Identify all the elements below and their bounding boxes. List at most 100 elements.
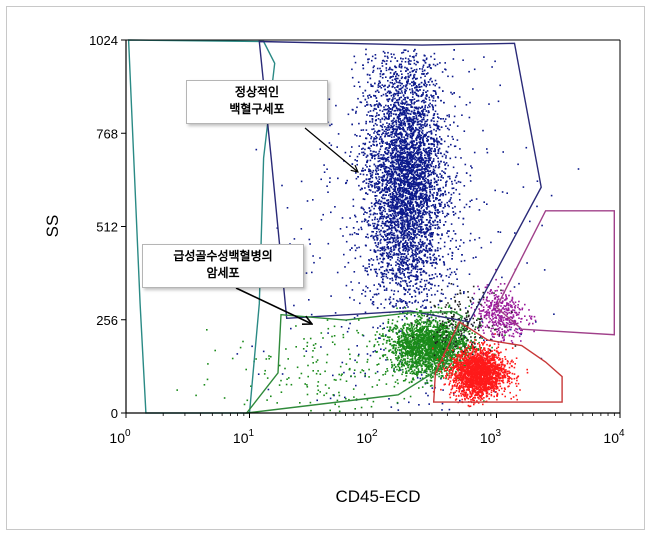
event-dot — [381, 197, 384, 200]
event-dot — [420, 201, 422, 204]
event-dot — [357, 228, 360, 231]
event-dot — [410, 218, 412, 220]
event-dot — [454, 176, 457, 179]
event-dot — [401, 65, 403, 68]
event-dot — [451, 135, 454, 138]
event-dot — [427, 81, 430, 83]
event-dot — [379, 124, 382, 127]
event-dot — [404, 91, 406, 93]
event-dot — [408, 169, 410, 171]
event-dot — [371, 153, 373, 155]
event-dot — [418, 111, 421, 114]
event-dot — [408, 112, 410, 115]
event-dot — [379, 142, 381, 145]
event-dot — [398, 63, 401, 66]
event-dot — [436, 175, 438, 177]
event-dot — [419, 281, 422, 283]
event-dot — [383, 165, 385, 168]
event-dot — [388, 135, 391, 137]
event-dot — [392, 238, 395, 241]
event-dot — [433, 139, 436, 141]
event-dot — [422, 212, 424, 214]
event-dot — [393, 161, 396, 164]
event-dot — [403, 118, 406, 120]
event-dot — [418, 250, 421, 253]
event-dot — [402, 218, 404, 220]
event-dot — [378, 138, 381, 140]
event-dot — [378, 157, 381, 160]
event-dot — [397, 160, 399, 163]
event-dot — [388, 262, 390, 265]
event-dot — [405, 180, 408, 183]
event-dot — [390, 94, 393, 97]
event-dot — [361, 169, 364, 172]
event-dot — [388, 221, 391, 223]
event-dot — [399, 126, 401, 129]
event-dot — [414, 191, 417, 194]
event-dot — [429, 232, 431, 235]
event-dot — [447, 75, 449, 78]
event-dot — [430, 173, 432, 176]
event-dot — [430, 132, 433, 134]
event-dot — [400, 262, 403, 265]
event-dot — [426, 90, 429, 92]
event-dot — [396, 224, 398, 226]
event-dot — [396, 235, 399, 238]
event-dot — [389, 81, 392, 84]
event-dot — [447, 213, 450, 215]
event-dot — [392, 237, 395, 239]
event-dot — [387, 100, 389, 103]
event-dot — [432, 224, 434, 227]
event-dot — [434, 219, 436, 222]
event-dot — [420, 274, 422, 276]
event-dot — [361, 220, 363, 223]
event-dot — [423, 162, 426, 165]
event-dot — [393, 102, 396, 104]
event-dot — [358, 246, 360, 249]
event-dot — [393, 53, 395, 56]
event-dot — [398, 81, 400, 84]
event-dot — [434, 154, 437, 156]
event-dot — [356, 155, 359, 158]
event-dot — [418, 198, 420, 201]
event-dot — [406, 150, 409, 153]
event-dot — [364, 143, 366, 146]
event-dot — [423, 209, 425, 211]
event-dot — [421, 152, 423, 155]
event-dot — [413, 166, 416, 168]
event-dot — [385, 221, 387, 223]
event-dot — [404, 97, 407, 99]
event-dot — [415, 93, 418, 96]
event-dot — [411, 77, 414, 80]
event-dot — [359, 135, 361, 137]
event-dot — [408, 301, 411, 303]
event-dot — [391, 201, 394, 203]
event-dot — [421, 228, 424, 231]
event-dot — [411, 135, 413, 138]
event-dot — [396, 206, 399, 208]
event-dot — [419, 181, 421, 184]
event-dot — [373, 104, 376, 107]
event-dot — [386, 216, 389, 218]
event-dot — [353, 85, 356, 87]
event-dot — [395, 101, 397, 104]
event-dot — [404, 88, 406, 91]
event-dot — [372, 150, 374, 153]
event-dot — [395, 303, 397, 305]
event-dot — [373, 141, 375, 143]
event-dot — [384, 171, 387, 174]
event-dot — [393, 190, 396, 192]
event-dot — [407, 72, 409, 75]
event-dot — [416, 60, 418, 63]
event-dot — [426, 137, 428, 140]
event-dot — [375, 244, 377, 247]
event-dot — [417, 108, 420, 110]
event-dot — [409, 73, 412, 76]
event-dot — [388, 232, 390, 235]
event-dot — [401, 163, 403, 166]
event-dot — [417, 169, 420, 171]
event-dot — [400, 223, 403, 226]
event-dot — [435, 155, 438, 157]
event-dot — [415, 85, 418, 87]
event-dot — [384, 208, 386, 210]
